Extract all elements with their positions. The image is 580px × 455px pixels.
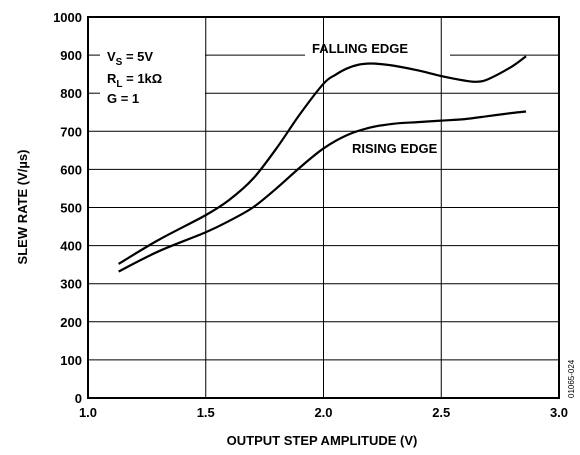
- x-tick-label: 2.0: [314, 405, 332, 420]
- x-tick-label: 1.5: [197, 405, 215, 420]
- x-tick-label: 3.0: [550, 405, 568, 420]
- y-tick-label: 100: [60, 353, 82, 368]
- rising-edge-line: [118, 110, 527, 273]
- rising-edge-label: RISING EDGE: [352, 141, 438, 156]
- tick-labels: 1.0 1.5 2.0 2.5 3.0 0 100 200 300 400 500 600 700 800…: [53, 10, 568, 420]
- figure-id: 01065-024: [567, 359, 576, 398]
- y-tick-label: 800: [60, 86, 82, 101]
- y-axis-title: SLEW RATE (V/µs): [15, 150, 30, 265]
- falling-edge-label: FALLING EDGE: [312, 41, 408, 56]
- series-lines: [118, 55, 527, 273]
- grid-lines: [88, 17, 559, 398]
- y-tick-label: 900: [60, 48, 82, 63]
- x-tick-label: 1.0: [79, 405, 97, 420]
- y-tick-label: 500: [60, 201, 82, 216]
- y-tick-label: 200: [60, 315, 82, 330]
- y-tick-label: 400: [60, 239, 82, 254]
- condition-vs: VS = 5V: [107, 49, 153, 68]
- plot-frame: [87, 16, 560, 399]
- condition-gain: G = 1: [107, 91, 139, 106]
- y-tick-label: 700: [60, 124, 82, 139]
- condition-rl: RL = 1kΩ: [107, 71, 162, 90]
- y-tick-label: 0: [75, 391, 82, 406]
- y-tick-label: 600: [60, 162, 82, 177]
- x-axis-title: OUTPUT STEP AMPLITUDE (V): [227, 433, 418, 448]
- falling-edge-line: [118, 55, 527, 265]
- y-tick-label: 300: [60, 277, 82, 292]
- x-tick-label: 2.5: [432, 405, 450, 420]
- y-tick-label: 1000: [53, 10, 82, 25]
